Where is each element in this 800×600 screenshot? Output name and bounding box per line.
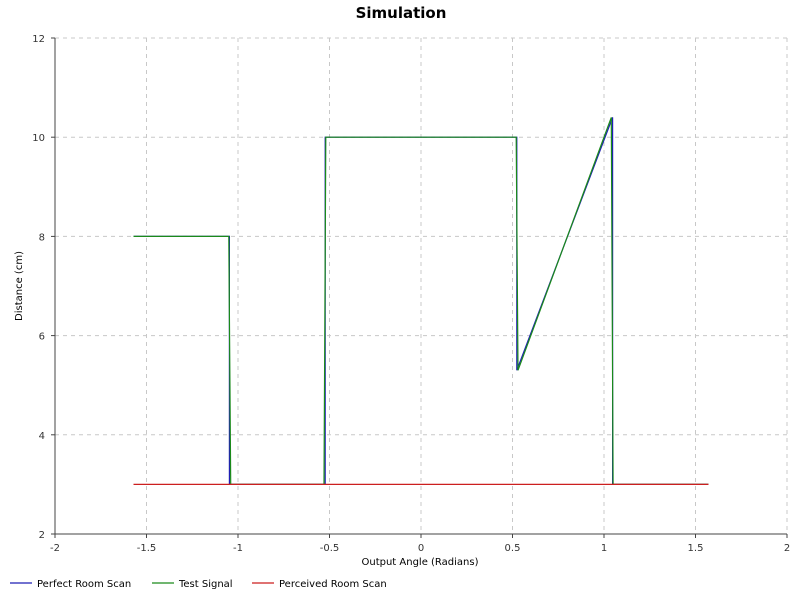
x-tick-label: 1.5 [688,543,704,554]
legend: Perfect Room Scan Test Signal Perceived Ro… [10,579,387,590]
y-tick-label: 10 [32,133,45,144]
x-axis-label: Output Angle (Radians) [361,557,478,568]
series-line-1 [133,117,709,485]
y-axis-label: Distance (cm) [14,251,25,321]
x-axis-ticks: -2 -1.5 -1 -0.5 0 0.5 1 1.5 2 [50,534,790,554]
series-lines [133,117,709,485]
x-tick-label: -1.5 [137,543,157,554]
y-tick-label: 12 [32,34,45,45]
x-tick-label: -0.5 [320,543,340,554]
y-tick-label: 6 [39,332,45,343]
x-tick-label: 1 [601,543,607,554]
x-tick-label: 0 [418,543,424,554]
y-tick-label: 4 [39,431,45,442]
chart-title: Simulation [356,4,447,22]
y-tick-label: 2 [39,530,45,541]
x-tick-label: 2 [784,543,790,554]
x-tick-label: 0.5 [505,543,521,554]
legend-label: Perfect Room Scan [37,579,131,590]
grid-lines [54,37,788,535]
x-tick-label: -1 [233,543,243,554]
legend-label: Perceived Room Scan [279,579,387,590]
series-line-2 [133,117,709,485]
x-tick-label: -2 [50,543,60,554]
legend-label: Test Signal [178,579,233,590]
y-tick-label: 8 [39,232,45,243]
y-axis-ticks: 2 4 6 8 10 12 [32,34,55,541]
